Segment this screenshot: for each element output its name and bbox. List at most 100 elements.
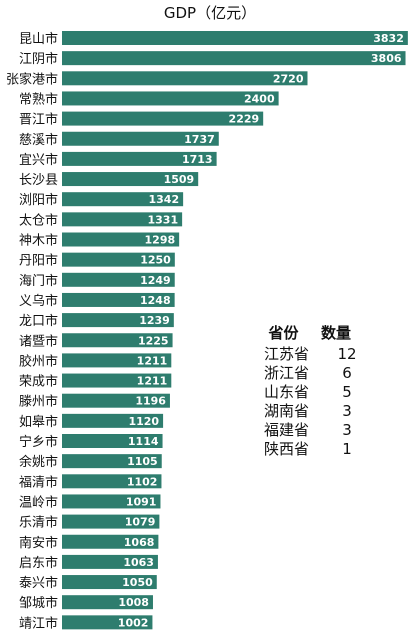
value-label: 1105 — [127, 455, 158, 468]
category-label: 温岭市 — [19, 494, 58, 510]
category-label: 滕州市 — [19, 394, 58, 410]
category-label: 长沙县 — [19, 173, 58, 188]
value-label: 1713 — [182, 153, 213, 166]
bar — [62, 353, 172, 368]
province-cell: 陕西省 — [264, 440, 310, 458]
value-label: 1342 — [148, 193, 179, 206]
bar — [62, 111, 264, 126]
province-cell: 湖南省 — [264, 402, 310, 420]
bar — [62, 172, 199, 187]
value-label: 1068 — [124, 536, 155, 549]
bar — [62, 615, 153, 630]
count-cell: 3 — [342, 421, 352, 439]
bar — [62, 71, 308, 86]
category-label: 江阴市 — [19, 51, 58, 67]
value-label: 1063 — [123, 556, 154, 569]
value-label: 1211 — [137, 375, 168, 388]
category-label: 常熟市 — [19, 91, 58, 107]
category-label: 靖江市 — [19, 615, 58, 631]
table-row: 江苏省 12 — [258, 345, 363, 364]
value-label: 2720 — [273, 72, 304, 85]
province-cell: 福建省 — [264, 421, 310, 439]
bar — [62, 192, 184, 207]
bar — [62, 575, 157, 590]
value-label: 1249 — [140, 274, 171, 287]
category-label: 海门市 — [19, 273, 58, 289]
bar — [62, 595, 153, 610]
value-label: 3832 — [373, 32, 404, 45]
category-label: 启东市 — [19, 555, 58, 571]
bar — [62, 151, 217, 166]
bar — [62, 131, 219, 146]
bar — [62, 212, 183, 227]
category-label: 晋江市 — [19, 112, 58, 128]
category-label: 泰兴市 — [19, 575, 58, 591]
province-count-table: 省份 数量 江苏省 12 浙江省 6 山东省 5 湖南省 3 福建省 3 陕西省 1 — [258, 322, 363, 459]
bar — [62, 333, 173, 348]
category-label: 宁乡市 — [19, 434, 58, 450]
category-label: 乐清市 — [19, 515, 58, 531]
category-label: 慈溪市 — [19, 132, 58, 148]
table-header-row: 省份 数量 — [258, 322, 363, 345]
category-label: 神木市 — [19, 233, 58, 249]
value-label: 1079 — [125, 516, 156, 529]
province-cell: 江苏省 — [264, 345, 310, 363]
bar — [62, 91, 279, 106]
table-row: 福建省 3 — [258, 421, 363, 440]
table-row: 陕西省 1 — [258, 440, 363, 459]
value-label: 1737 — [184, 133, 215, 146]
table-row: 湖南省 3 — [258, 402, 363, 421]
count-cell: 3 — [342, 402, 352, 420]
count-cell: 5 — [342, 383, 352, 401]
bar — [62, 31, 408, 45]
chart-title: GDP（亿元） — [163, 4, 257, 22]
bar — [62, 514, 160, 529]
bar — [62, 474, 162, 489]
value-label: 1250 — [140, 254, 171, 267]
value-label: 2229 — [229, 113, 260, 126]
count-cell: 1 — [342, 440, 352, 458]
category-label: 南安市 — [19, 535, 58, 551]
category-label: 龙口市 — [19, 313, 58, 329]
bar — [62, 252, 175, 267]
bar — [62, 51, 406, 66]
bar — [62, 454, 162, 469]
bar — [62, 554, 158, 569]
category-label: 诸暨市 — [19, 333, 58, 349]
bar — [62, 232, 180, 247]
value-label: 1002 — [118, 616, 149, 629]
header-province: 省份 — [268, 324, 299, 342]
category-label: 张家港市 — [6, 71, 58, 87]
count-cell: 12 — [337, 345, 357, 363]
value-label: 3806 — [371, 52, 402, 65]
category-label: 浏阳市 — [19, 192, 58, 208]
value-label: 1225 — [138, 334, 169, 347]
category-label: 昆山市 — [19, 31, 58, 47]
bar — [62, 313, 174, 328]
category-label: 宜兴市 — [19, 152, 58, 168]
value-label: 1248 — [140, 294, 171, 307]
category-label: 余姚市 — [19, 454, 58, 470]
bar — [62, 272, 175, 287]
table-row: 浙江省 6 — [258, 364, 363, 383]
category-label: 荣成市 — [19, 374, 58, 390]
bar — [62, 373, 172, 388]
province-cell: 浙江省 — [264, 364, 310, 382]
value-label: 1050 — [122, 576, 153, 589]
header-count: 数量 — [321, 324, 352, 342]
value-label: 1102 — [127, 475, 158, 488]
value-label: 1298 — [145, 234, 176, 247]
count-cell: 6 — [342, 364, 352, 382]
bar — [62, 494, 161, 509]
value-label: 1120 — [128, 415, 159, 428]
value-label: 1331 — [148, 213, 179, 226]
category-label: 义乌市 — [19, 293, 58, 309]
bar — [62, 413, 164, 428]
value-label: 2400 — [244, 92, 275, 105]
bar — [62, 292, 175, 307]
category-label: 福清市 — [19, 474, 58, 490]
bar — [62, 434, 163, 448]
category-label: 邹城市 — [19, 595, 58, 611]
value-label: 1008 — [118, 596, 149, 609]
value-label: 1239 — [139, 314, 170, 327]
